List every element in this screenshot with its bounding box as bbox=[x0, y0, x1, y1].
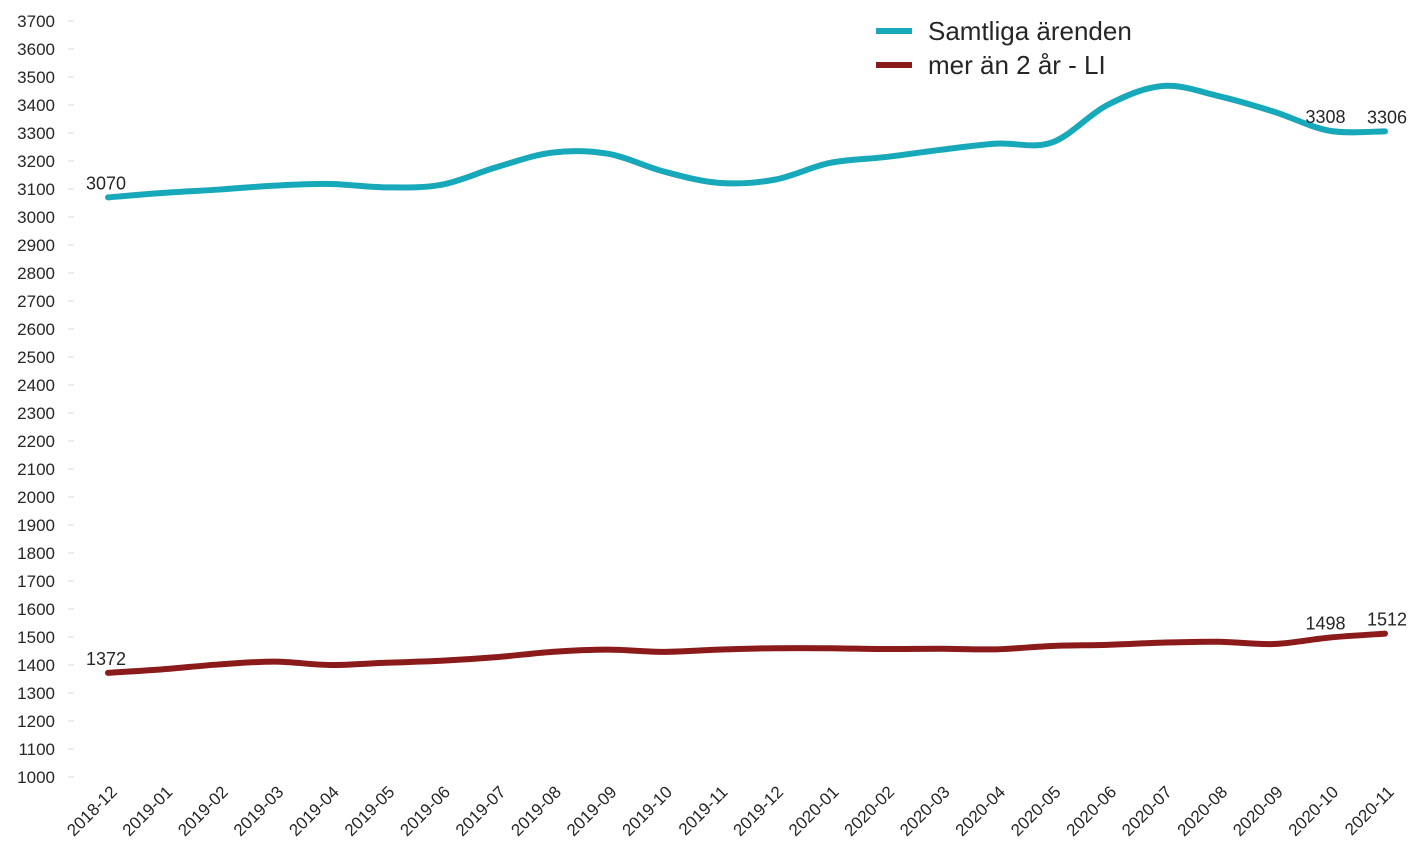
x-tick-label: 2020-01 bbox=[785, 782, 843, 840]
x-tick-label: 2019-06 bbox=[396, 782, 454, 840]
x-tick-label: 2019-01 bbox=[119, 782, 177, 840]
x-tick-label: 2020-09 bbox=[1229, 782, 1287, 840]
data-label: 3070 bbox=[86, 173, 126, 193]
x-tick-label: 2019-08 bbox=[507, 782, 565, 840]
y-tick-label: 2600 bbox=[17, 320, 55, 339]
x-tick-label: 2019-02 bbox=[174, 782, 232, 840]
series-line-2 bbox=[105, 630, 1388, 676]
x-tick-label: 2019-11 bbox=[675, 782, 732, 839]
y-tick-label: 3500 bbox=[17, 68, 55, 87]
y-tick-label: 3100 bbox=[17, 180, 55, 199]
y-tick-label: 2200 bbox=[17, 432, 55, 451]
x-tick-label: 2019-10 bbox=[618, 782, 676, 840]
x-tick-label: 2019-12 bbox=[730, 782, 788, 840]
y-tick-label: 1600 bbox=[17, 600, 55, 619]
x-tick-label: 2020-10 bbox=[1285, 782, 1343, 840]
x-tick-label: 2020-06 bbox=[1063, 782, 1121, 840]
x-tick-label: 2019-07 bbox=[452, 782, 510, 840]
data-label: 3308 bbox=[1305, 107, 1345, 127]
data-label: 3306 bbox=[1367, 107, 1407, 127]
series-line-1 bbox=[105, 82, 1388, 201]
legend: Samtliga ärenden mer än 2 år - LI bbox=[876, 16, 1132, 80]
y-tick-label: 2300 bbox=[17, 404, 55, 423]
y-tick-label: 1100 bbox=[18, 740, 55, 759]
data-label: 1498 bbox=[1305, 614, 1345, 634]
y-tick-label: 1700 bbox=[17, 572, 55, 591]
y-tick-label: 2700 bbox=[17, 292, 55, 311]
x-tick-label: 2020-03 bbox=[896, 782, 954, 840]
y-tick-label: 1900 bbox=[17, 516, 55, 535]
y-tick-label: 3000 bbox=[17, 208, 55, 227]
y-tick-label: 2400 bbox=[17, 376, 55, 395]
x-tick-label: 2019-09 bbox=[563, 782, 621, 840]
y-tick-label: 1800 bbox=[17, 544, 55, 563]
x-tick-label: 2020-05 bbox=[1007, 782, 1065, 840]
x-axis: 2018-122019-012019-022019-032019-042019-… bbox=[63, 782, 1398, 840]
x-tick-label: 2019-05 bbox=[341, 782, 399, 840]
x-tick-label: 2020-02 bbox=[841, 782, 899, 840]
y-tick-label: 3600 bbox=[17, 40, 55, 59]
y-tick-label: 2100 bbox=[17, 460, 55, 479]
x-tick-label: 2020-04 bbox=[952, 782, 1010, 840]
y-tick-label: 3700 bbox=[17, 12, 55, 31]
y-tick-label: 2800 bbox=[17, 264, 55, 283]
x-tick-label: 2020-11 bbox=[1341, 782, 1398, 839]
y-tick-label: 2900 bbox=[17, 236, 55, 255]
y-tick-label: 3400 bbox=[17, 96, 55, 115]
y-tick-label: 3300 bbox=[17, 124, 55, 143]
data-label: 1372 bbox=[86, 649, 126, 669]
x-tick-label: 2018-12 bbox=[63, 782, 121, 840]
legend-label-2: mer än 2 år - LI bbox=[928, 50, 1106, 80]
y-tick-label: 1400 bbox=[17, 656, 55, 675]
y-tick-label: 1000 bbox=[17, 768, 55, 787]
data-labels: 3070 3308 3306 1372 1498 1512 bbox=[86, 107, 1407, 669]
y-tick-label: 2000 bbox=[17, 488, 55, 507]
y-tick-label: 3200 bbox=[17, 152, 55, 171]
y-tick-label: 1500 bbox=[17, 628, 55, 647]
y-tick-label: 2500 bbox=[17, 348, 55, 367]
series-lines bbox=[105, 82, 1388, 676]
data-label: 1512 bbox=[1367, 610, 1407, 630]
x-tick-label: 2019-04 bbox=[285, 782, 343, 840]
y-tick-label: 1200 bbox=[17, 712, 55, 731]
y-tick-label: 1300 bbox=[17, 684, 55, 703]
y-axis: 1000 1100 1200 1300 1400 1500 1600 1700 1800 1900… bbox=[17, 12, 74, 787]
x-tick-label: 2020-07 bbox=[1118, 782, 1176, 840]
legend-label-1: Samtliga ärenden bbox=[928, 16, 1132, 46]
x-tick-label: 2020-08 bbox=[1174, 782, 1232, 840]
x-tick-label: 2019-03 bbox=[230, 782, 288, 840]
